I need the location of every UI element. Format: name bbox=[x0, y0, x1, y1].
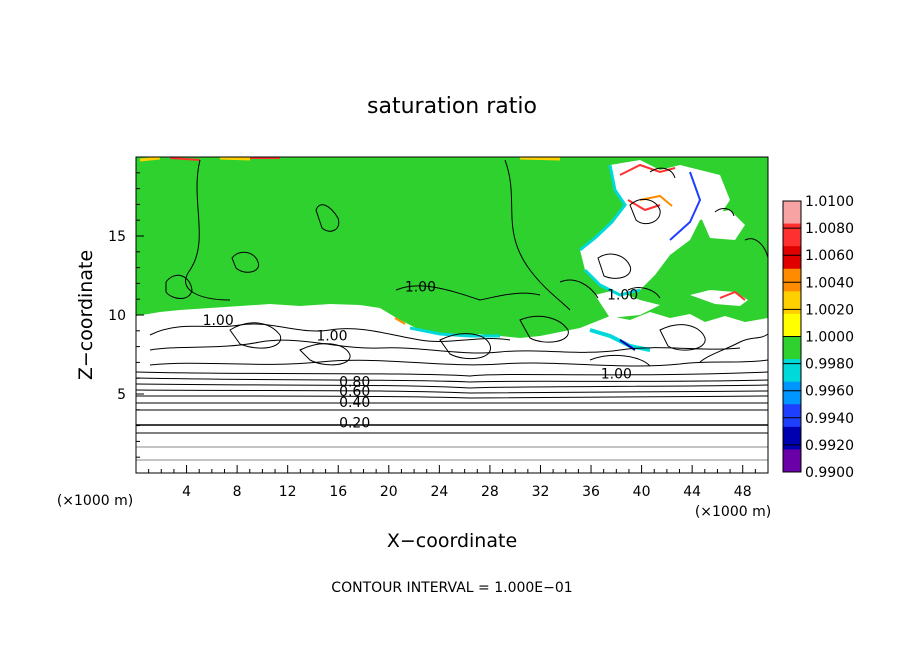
field-cyan-fringe bbox=[579, 164, 627, 252]
colorbar-swatch bbox=[783, 381, 801, 405]
colorbar-level-label: 1.0040 bbox=[805, 275, 854, 291]
colorbar-swatch bbox=[783, 336, 801, 360]
colorbar-swatch bbox=[783, 291, 801, 315]
contour-lines bbox=[135, 159, 769, 461]
contour-label: 1.00 bbox=[607, 288, 638, 304]
x-tick-label: 28 bbox=[481, 484, 499, 500]
x-tick-label: 36 bbox=[582, 484, 600, 500]
field-orange-fringe bbox=[394, 317, 406, 325]
field-white-patch bbox=[700, 210, 745, 240]
field-red-fringe bbox=[719, 290, 746, 301]
field-red-fringe bbox=[627, 199, 661, 212]
colorbar-level-label: 0.9940 bbox=[805, 411, 854, 427]
colorbar-level-label: 1.0020 bbox=[805, 302, 854, 318]
colorbar-level-label: 1.0080 bbox=[805, 221, 854, 237]
colorbar-swatch bbox=[783, 404, 801, 428]
colorbar-swatch bbox=[783, 223, 801, 247]
x-tick-label: 8 bbox=[233, 484, 242, 500]
contour-labels: 1.00 1.00 1.00 1.00 1.00 0.800.600.40 0.20 bbox=[203, 280, 639, 432]
x-tick-label: 4 bbox=[182, 484, 191, 500]
contour-label: 1.00 bbox=[316, 329, 347, 345]
colorbar-level-label: 1.0100 bbox=[805, 194, 854, 210]
contour-interval-footer: CONTOUR INTERVAL = 1.000E−01 bbox=[331, 580, 572, 596]
x-tick-label: 16 bbox=[329, 484, 347, 500]
colorbar-level-label: 1.0060 bbox=[805, 248, 854, 264]
x-axis: 4 8 12 16 20 24 28 32 36 40 44 48 bbox=[148, 465, 756, 500]
colorbar-level-label: 0.9960 bbox=[805, 384, 854, 400]
contour-label: 1.00 bbox=[405, 280, 436, 296]
colorbar-level-label: 0.9980 bbox=[805, 357, 854, 373]
x-unit-right: (×1000 m) bbox=[695, 504, 771, 520]
x-tick-label: 20 bbox=[380, 484, 398, 500]
field-white-patch bbox=[690, 290, 748, 306]
x-unit-left: (×1000 m) bbox=[57, 493, 133, 509]
x-tick-label: 48 bbox=[734, 484, 752, 500]
colorbar-level-label: 0.9920 bbox=[805, 438, 854, 454]
x-tick-label: 40 bbox=[633, 484, 651, 500]
contour-label: 1.00 bbox=[601, 367, 632, 383]
y-tick-label: 5 bbox=[117, 387, 126, 403]
contour-label: 1.00 bbox=[203, 313, 234, 329]
x-tick-label: 24 bbox=[430, 484, 448, 500]
plot-field: 1.00 1.00 1.00 1.00 1.00 0.800.600.40 0.20 bbox=[135, 156, 769, 474]
colorbar: 1.0100 1.0080 1.0060 1.0040 1.0020 1.0000 0.99… bbox=[782, 194, 854, 481]
colorbar-level-label: 1.0000 bbox=[805, 330, 854, 346]
colorbar-swatch bbox=[783, 449, 801, 473]
field-cyan-fringe bbox=[583, 268, 641, 297]
chart-title: saturation ratio bbox=[367, 94, 537, 119]
field-yellow-fringe bbox=[139, 156, 561, 162]
contour-label: 0.20 bbox=[339, 416, 370, 432]
x-axis-label: X−coordinate bbox=[387, 530, 517, 552]
contour-label: 0.60 bbox=[339, 384, 370, 400]
contour-label: 0.40 bbox=[339, 395, 370, 411]
colorbar-swatch bbox=[783, 246, 801, 270]
x-tick-label: 12 bbox=[279, 484, 297, 500]
colorbar-swatch bbox=[783, 313, 801, 337]
field-red-fringe bbox=[169, 157, 280, 161]
field-red-fringe bbox=[619, 163, 676, 176]
field-blue-fringe bbox=[669, 171, 702, 241]
y-axis: 5 10 15 bbox=[108, 172, 144, 458]
colorbar-swatch bbox=[783, 426, 801, 450]
field-orange-fringe bbox=[639, 194, 673, 207]
x-tick-label: 44 bbox=[683, 484, 701, 500]
colorbar-swatch bbox=[783, 359, 801, 383]
y-tick-label: 15 bbox=[108, 229, 126, 245]
contour-label: 0.80 bbox=[339, 375, 370, 391]
field-white-patch bbox=[595, 290, 660, 318]
colorbar-swatch bbox=[783, 201, 801, 225]
colorbar-level-label: 0.9900 bbox=[805, 465, 854, 481]
x-tick-label: 32 bbox=[532, 484, 550, 500]
y-axis-label: Z−coordinate bbox=[75, 250, 97, 380]
colorbar-swatch bbox=[783, 268, 801, 292]
y-tick-label: 10 bbox=[108, 308, 126, 324]
